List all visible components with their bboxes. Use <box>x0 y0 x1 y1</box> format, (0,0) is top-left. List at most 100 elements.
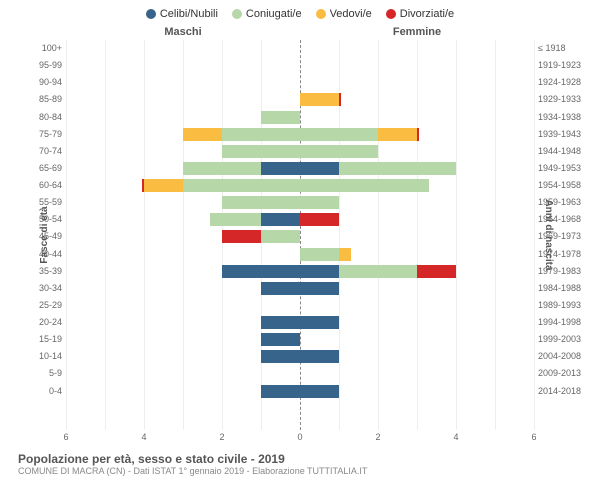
footer: Popolazione per età, sesso e stato civil… <box>10 452 590 476</box>
age-row: 0-42014-2018 <box>66 383 534 400</box>
female-bar <box>300 282 339 295</box>
legend-swatch <box>146 9 156 19</box>
female-bar <box>300 145 378 158</box>
age-row: 100+≤ 1918 <box>66 40 534 57</box>
male-bar <box>261 111 300 124</box>
x-tick: 6 <box>63 432 68 442</box>
female-half <box>300 57 534 74</box>
female-half <box>300 314 534 331</box>
bar-segment <box>417 265 456 278</box>
age-row: 35-391979-1983 <box>66 263 534 280</box>
legend-item: Vedovi/e <box>316 8 372 20</box>
female-half <box>300 143 534 160</box>
male-half <box>66 91 300 108</box>
female-bar <box>300 213 339 226</box>
birth-label: 1919-1923 <box>538 57 590 74</box>
female-bar <box>300 128 419 141</box>
male-half <box>66 126 300 143</box>
female-bar <box>300 350 339 363</box>
bar-segment <box>261 111 300 124</box>
chart-area: Fasce di età Anni di nascita 100+≤ 19189… <box>66 40 534 430</box>
bar-segment <box>261 333 300 346</box>
male-bar <box>183 162 300 175</box>
female-header: Femmine <box>300 26 534 38</box>
birth-label: ≤ 1918 <box>538 40 590 57</box>
bar-segment <box>222 145 300 158</box>
female-bar <box>300 316 339 329</box>
age-label: 5-9 <box>24 365 62 382</box>
female-half <box>300 211 534 228</box>
age-label: 15-19 <box>24 331 62 348</box>
male-half <box>66 211 300 228</box>
chart-title: Popolazione per età, sesso e stato civil… <box>18 452 582 466</box>
x-axis: 6420246 <box>66 432 534 448</box>
female-half <box>300 91 534 108</box>
bar-segment <box>261 162 300 175</box>
male-half <box>66 160 300 177</box>
age-label: 50-54 <box>24 211 62 228</box>
female-half <box>300 74 534 91</box>
age-label: 75-79 <box>24 126 62 143</box>
age-label: 90-94 <box>24 74 62 91</box>
female-half <box>300 40 534 57</box>
female-half <box>300 177 534 194</box>
male-half <box>66 383 300 400</box>
age-row: 90-941924-1928 <box>66 74 534 91</box>
female-bar <box>300 385 339 398</box>
chart-subtitle: COMUNE DI MACRA (CN) - Dati ISTAT 1° gen… <box>18 466 582 476</box>
legend-item: Divorziati/e <box>386 8 454 20</box>
female-bar <box>300 162 456 175</box>
birth-label: 2014-2018 <box>538 383 590 400</box>
male-half <box>66 74 300 91</box>
age-label: 80-84 <box>24 109 62 126</box>
bar-segment <box>300 385 339 398</box>
age-row: 45-491969-1973 <box>66 228 534 245</box>
x-tick: 2 <box>219 432 224 442</box>
bar-segment <box>300 316 339 329</box>
male-half <box>66 280 300 297</box>
bar-segment <box>261 213 300 226</box>
bar-segment <box>300 179 429 192</box>
bar-segment <box>339 248 351 261</box>
birth-label: 1994-1998 <box>538 314 590 331</box>
legend-label: Vedovi/e <box>330 8 372 20</box>
bar-segment <box>261 316 300 329</box>
age-label: 20-24 <box>24 314 62 331</box>
age-label: 65-69 <box>24 160 62 177</box>
male-half <box>66 194 300 211</box>
age-label: 30-34 <box>24 280 62 297</box>
bar-segment <box>300 265 339 278</box>
birth-label: 2004-2008 <box>538 348 590 365</box>
birth-label: 1959-1963 <box>538 194 590 211</box>
female-half <box>300 109 534 126</box>
age-label: 45-49 <box>24 228 62 245</box>
male-bar <box>222 265 300 278</box>
age-row: 80-841934-1938 <box>66 109 534 126</box>
bar-segment <box>300 282 339 295</box>
age-label: 0-4 <box>24 383 62 400</box>
birth-label: 1949-1953 <box>538 160 590 177</box>
female-half <box>300 194 534 211</box>
age-label: 55-59 <box>24 194 62 211</box>
birth-label: 1989-1993 <box>538 297 590 314</box>
age-label: 10-14 <box>24 348 62 365</box>
female-half <box>300 263 534 280</box>
legend-swatch <box>316 9 326 19</box>
age-row: 50-541964-1968 <box>66 211 534 228</box>
bar-segment <box>300 213 339 226</box>
male-half <box>66 177 300 194</box>
age-row: 10-142004-2008 <box>66 348 534 365</box>
female-half <box>300 160 534 177</box>
age-row: 20-241994-1998 <box>66 314 534 331</box>
male-half <box>66 331 300 348</box>
bar-segment <box>417 128 419 141</box>
female-half <box>300 228 534 245</box>
birth-label: 1934-1938 <box>538 109 590 126</box>
bar-segment <box>378 128 417 141</box>
side-headers: Maschi Femmine <box>66 26 534 38</box>
female-half <box>300 297 534 314</box>
bar-segment <box>183 179 300 192</box>
bar-segment <box>261 350 300 363</box>
female-half <box>300 126 534 143</box>
male-half <box>66 246 300 263</box>
